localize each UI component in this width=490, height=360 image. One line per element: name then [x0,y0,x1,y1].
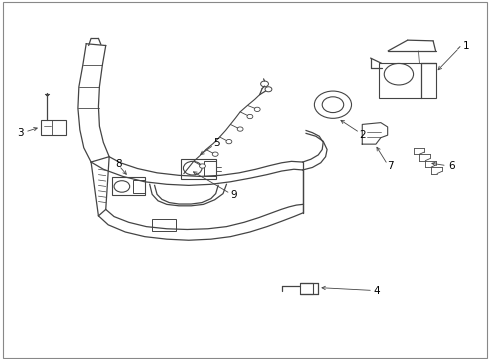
Text: 8: 8 [116,159,122,169]
Text: 9: 9 [230,190,237,200]
Circle shape [247,114,253,119]
Text: 3: 3 [18,129,24,138]
Text: 6: 6 [448,161,454,171]
Text: 1: 1 [463,41,469,50]
Text: 7: 7 [387,161,393,171]
Circle shape [226,139,232,144]
Circle shape [254,107,260,112]
Circle shape [199,164,205,168]
Circle shape [237,127,243,131]
Text: 5: 5 [213,139,220,148]
Text: 2: 2 [359,130,366,140]
Text: 4: 4 [373,286,380,296]
Circle shape [212,152,218,156]
